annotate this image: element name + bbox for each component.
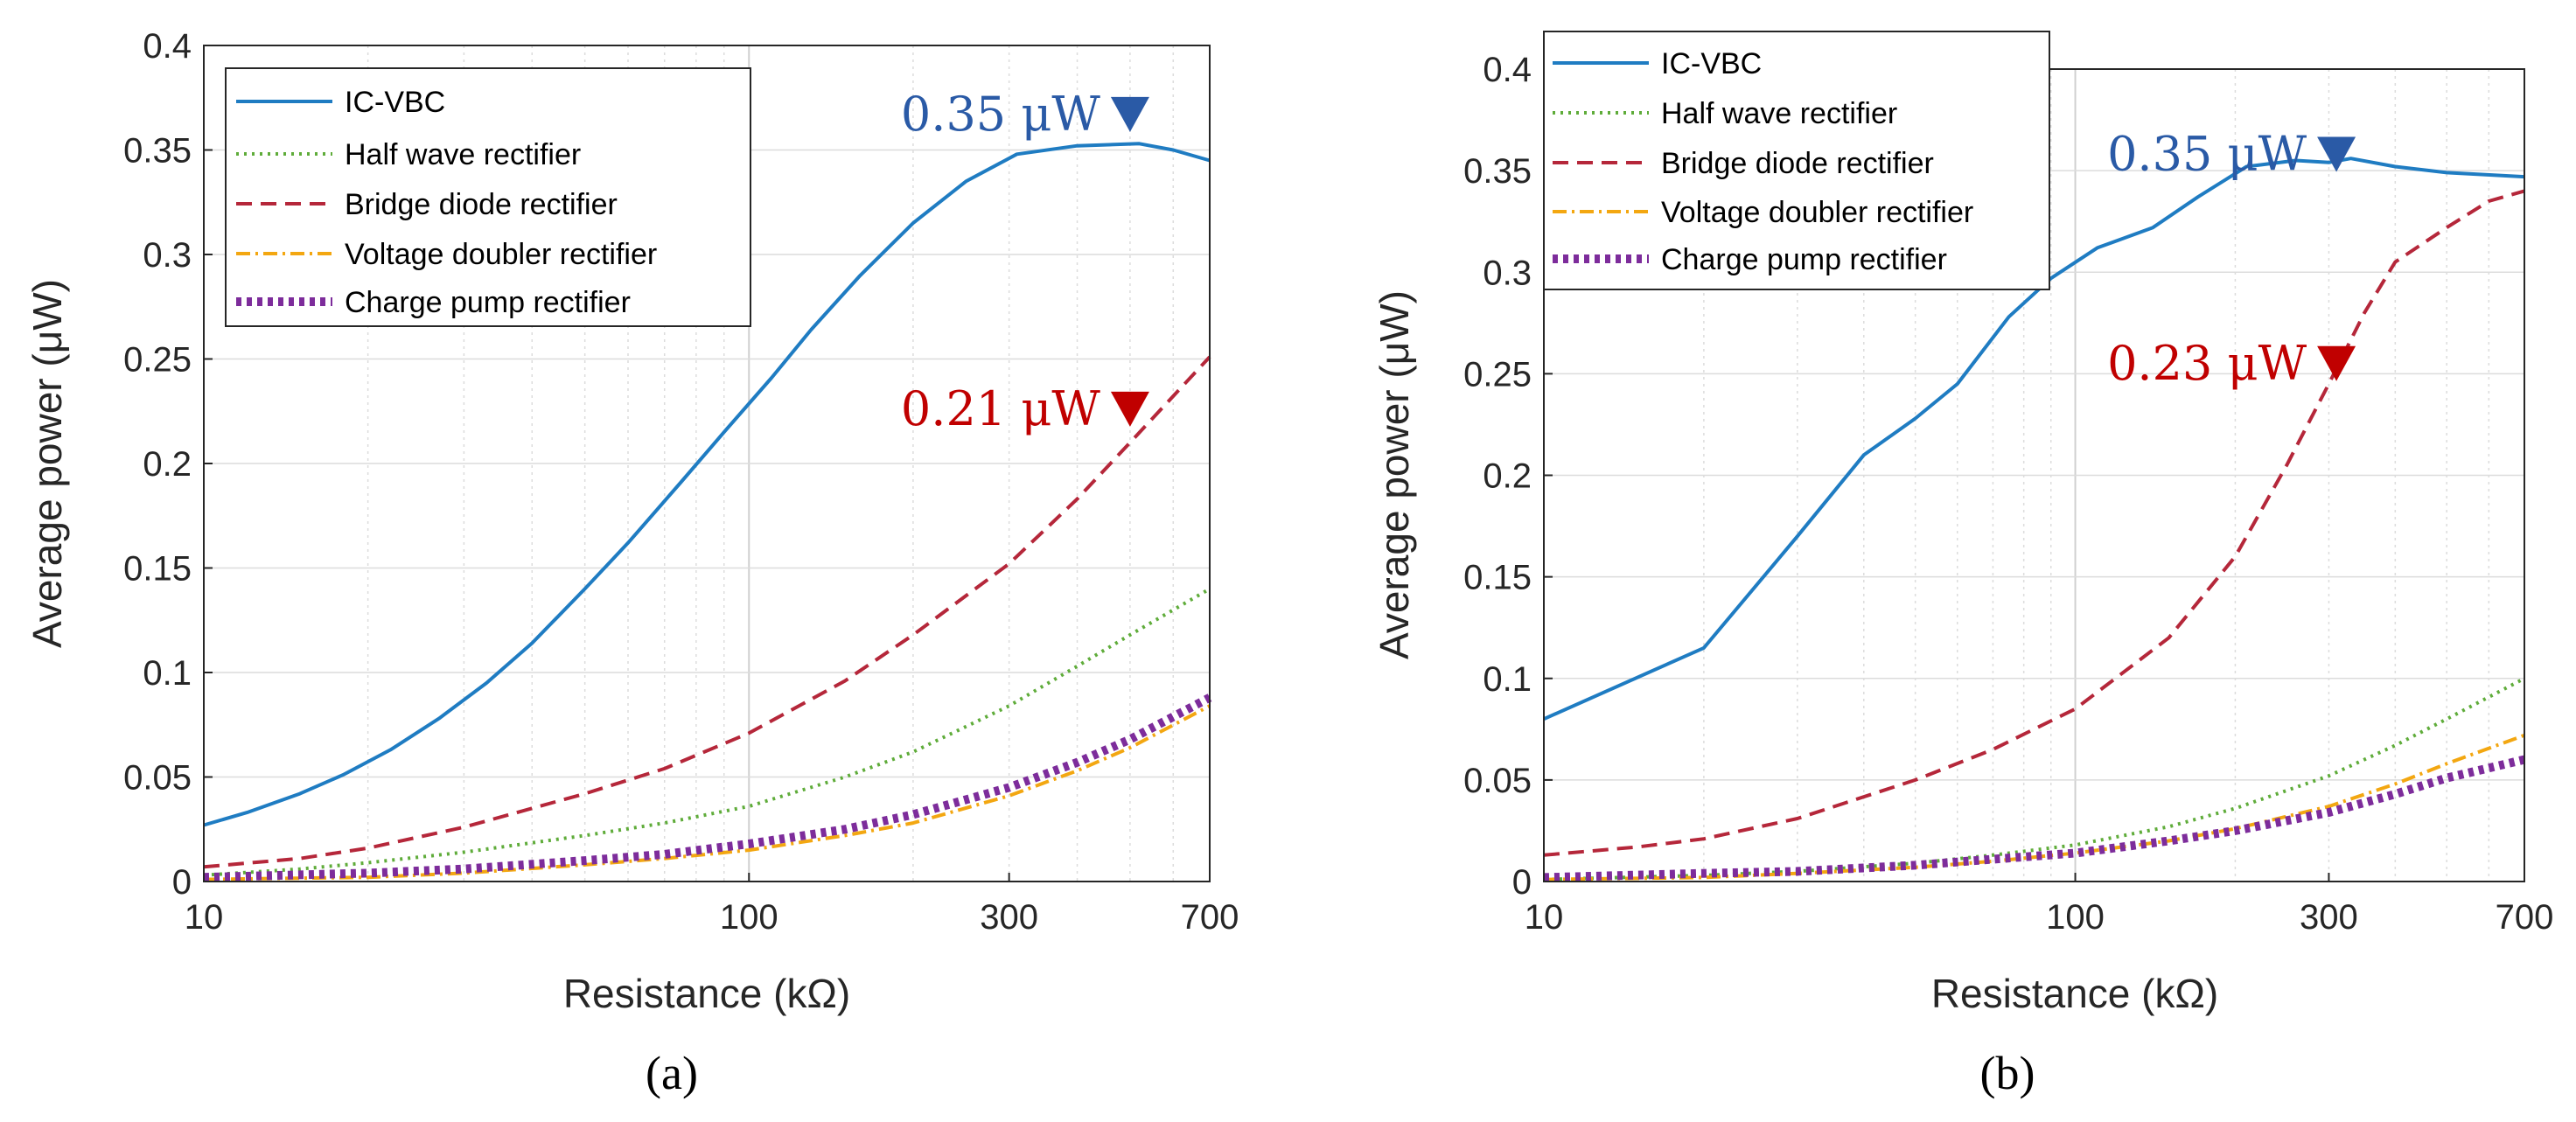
y-tick-label: 0.2: [1483, 457, 1532, 496]
y-tick-label: 0.05: [123, 759, 192, 798]
annotation-marker: [2317, 345, 2356, 381]
legend-label-half-wave-b: Half wave rectifier: [1661, 97, 1897, 130]
annotation-label: 0.35 μW: [901, 87, 1100, 142]
legend-label-bridge-a: Bridge diode rectifier: [345, 188, 618, 221]
legend-label-ic-vbc-a: IC-VBC: [345, 86, 445, 119]
y-tick-label: 0.4: [1483, 51, 1532, 89]
annotation-marker: [1110, 96, 1149, 132]
y-tick-label: 0.4: [143, 27, 192, 66]
series-line-bridge-b: [1543, 189, 2525, 857]
y-tick-label: 0.1: [143, 654, 192, 693]
chart-panel-b: 0 0.05 0.1 0.15 0.2 0.25 0.3 0.35 0.4 10 100 300 700…: [1372, 31, 2553, 1099]
series-line-bridge-a: [203, 355, 1211, 869]
legend-box-a: [225, 67, 751, 327]
y-tick-label: 0.3: [143, 236, 192, 275]
legend-box-b: [1543, 31, 2050, 290]
legend-b: IC-VBC Half wave rectifier Bridge diode …: [1543, 31, 2050, 290]
annotation-marker: [2317, 136, 2356, 172]
x-tick-label: 300: [980, 898, 1038, 937]
legend-label-half-wave-a: Half wave rectifier: [345, 138, 581, 171]
series-line-ic-vbc-a: [203, 142, 1211, 827]
annotations-a: 0.35 μW 0.21 μW: [901, 87, 1149, 436]
y-axis-label-b: Average power (μW): [1372, 290, 1417, 659]
y-tick-label: 0.05: [1463, 762, 1532, 800]
legend-label-doubler-a: Voltage doubler rectifier: [345, 238, 657, 271]
annotation-marker: [1110, 391, 1149, 427]
annotation-label: 0.21 μW: [901, 381, 1100, 436]
x-tick-label: 100: [2046, 898, 2105, 937]
legend-label-doubler-b: Voltage doubler rectifier: [1661, 196, 1973, 229]
series-a: [203, 142, 1212, 882]
x-tick-label: 10: [185, 898, 224, 937]
y-tick-label: 0.25: [1463, 355, 1532, 394]
annotation-label: 0.35 μW: [2107, 127, 2307, 182]
x-tick-label: 10: [1525, 898, 1564, 937]
y-tick-label: 0: [1512, 863, 1532, 902]
ticks-a: 0 0.05 0.1 0.15 0.2 0.25 0.3 0.35 0.4 10 100 300 700: [123, 27, 1239, 937]
y-tick-label: 0.1: [1483, 660, 1532, 699]
legend-label-ic-vbc-b: IC-VBC: [1661, 47, 1762, 80]
x-tick-label: 700: [1181, 898, 1239, 937]
series-line-charge-pump-a: [203, 693, 1212, 882]
series-line-ic-vbc-b: [1543, 157, 2525, 721]
y-axis-label-a: Average power (μW): [24, 279, 70, 648]
chart-panel-a: 0 0.05 0.1 0.15 0.2 0.25 0.3 0.35 0.4 10 100 300 700…: [24, 27, 1239, 1099]
legend-label-bridge-b: Bridge diode rectifier: [1661, 147, 1934, 180]
caption-a: (a): [646, 1047, 698, 1099]
y-tick-label: 0.35: [123, 132, 192, 171]
y-tick-label: 0.35: [1463, 152, 1532, 191]
x-tick-label: 100: [720, 898, 778, 937]
x-tick-label: 300: [2300, 898, 2358, 937]
y-tick-label: 0.3: [1483, 254, 1532, 292]
annotations-b: 0.35 μW 0.23 μW: [2107, 127, 2356, 391]
y-tick-label: 0: [172, 863, 192, 902]
legend-label-charge-pump-b: Charge pump rectifier: [1661, 243, 1947, 276]
y-tick-label: 0.2: [143, 445, 192, 484]
y-tick-label: 0.25: [123, 341, 192, 380]
x-axis-label-a: Resistance (kΩ): [563, 971, 850, 1016]
annotation-label: 0.23 μW: [2107, 336, 2307, 391]
series-line-charge-pump-b: [1543, 755, 2526, 882]
x-axis-label-b: Resistance (kΩ): [1931, 971, 2218, 1016]
y-tick-label: 0.15: [1463, 559, 1532, 597]
series-line-half-wave-b: [1543, 677, 2525, 882]
y-tick-label: 0.15: [123, 550, 192, 589]
x-tick-label: 700: [2496, 898, 2554, 937]
legend-a: IC-VBC Half wave rectifier Bridge diode …: [225, 67, 751, 327]
series-b: [1543, 157, 2526, 882]
legend-label-charge-pump-a: Charge pump rectifier: [345, 286, 631, 319]
caption-b: (b): [1980, 1047, 2035, 1099]
